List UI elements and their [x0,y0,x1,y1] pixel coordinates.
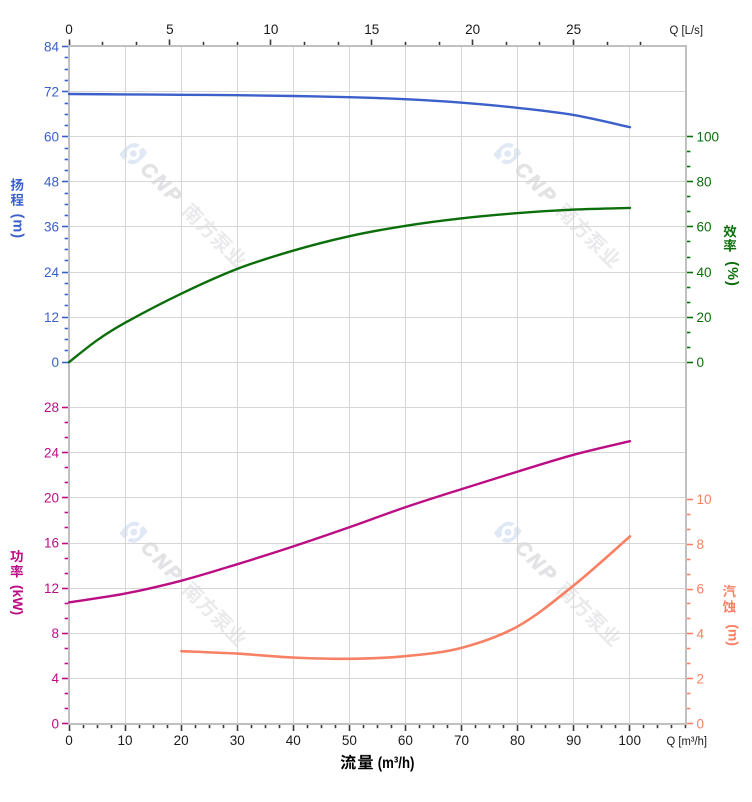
svg-text:28: 28 [44,400,59,415]
svg-text:48: 48 [44,175,59,190]
svg-text:24: 24 [44,445,60,460]
svg-text:(m): (m) [726,624,742,646]
svg-text:0: 0 [697,355,705,370]
svg-text:0: 0 [51,355,59,370]
svg-text:72: 72 [44,84,59,99]
svg-text:4: 4 [51,671,59,686]
svg-text:(%): (%) [724,261,740,287]
svg-text:25: 25 [566,22,581,37]
svg-text:2: 2 [697,672,705,687]
svg-text:100: 100 [618,733,641,748]
svg-text:20: 20 [174,733,189,748]
svg-text:12: 12 [44,581,59,596]
svg-text:0: 0 [65,733,73,748]
svg-text:10: 10 [263,22,278,37]
svg-text:100: 100 [697,129,720,144]
svg-text:Q [m³/h]: Q [m³/h] [667,734,708,748]
svg-text:12: 12 [44,310,59,325]
svg-text:24: 24 [44,265,60,280]
svg-text:10: 10 [697,492,712,507]
svg-text:40: 40 [286,733,301,748]
svg-text:60: 60 [44,130,59,145]
svg-text:5: 5 [166,22,174,37]
svg-text:6: 6 [697,582,705,597]
svg-text:4: 4 [697,627,705,642]
svg-text:(m³/h): (m³/h) [378,755,415,772]
svg-text:84: 84 [44,39,60,54]
svg-text:60: 60 [697,220,712,235]
svg-text:80: 80 [697,175,712,190]
svg-text:40: 40 [697,265,712,280]
svg-text:8: 8 [51,626,59,641]
svg-text:20: 20 [465,22,480,37]
svg-text:80: 80 [510,733,525,748]
svg-text:(kW): (kW) [10,585,26,615]
svg-text:20: 20 [44,491,59,506]
svg-text:50: 50 [342,733,357,748]
svg-text:20: 20 [697,310,712,325]
svg-text:70: 70 [454,733,469,748]
svg-text:0: 0 [65,22,73,37]
svg-text:16: 16 [44,536,59,551]
svg-text:(m): (m) [9,214,25,240]
svg-text:0: 0 [697,716,705,731]
svg-text:60: 60 [398,733,413,748]
svg-text:30: 30 [230,733,245,748]
svg-text:36: 36 [44,220,59,235]
svg-text:0: 0 [51,716,59,731]
svg-text:10: 10 [118,733,133,748]
svg-text:Q [L/s]: Q [L/s] [670,23,704,37]
svg-text:8: 8 [697,537,705,552]
svg-text:90: 90 [566,733,581,748]
svg-text:15: 15 [364,22,379,37]
